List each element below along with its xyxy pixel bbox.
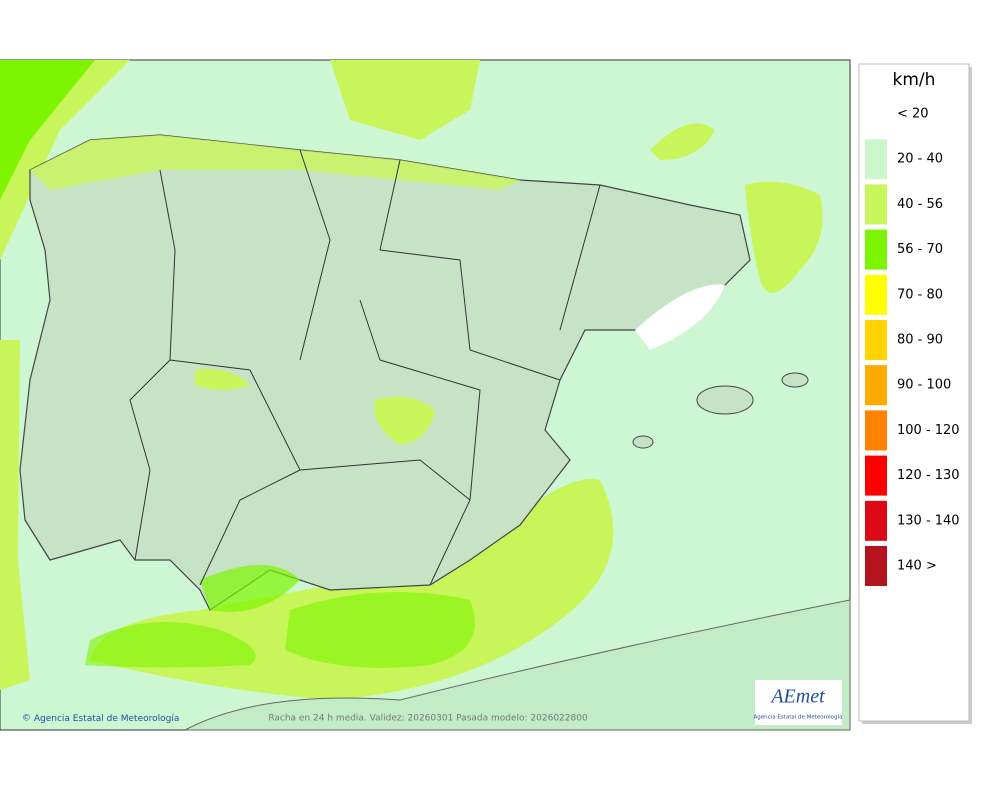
- legend-label: 100 - 120: [897, 423, 960, 438]
- credit-text: Agencia Estatal de Meteorología: [34, 714, 180, 724]
- credit: © Agencia Estatal de Meteorología: [22, 714, 179, 724]
- borders: [129, 149, 601, 586]
- wind-zone: [85, 622, 256, 668]
- logo-subtitle: Agencia Estatal de Meteorología: [754, 714, 843, 721]
- wind-zone: [330, 60, 480, 140]
- legend-label: 56 - 70: [897, 242, 943, 257]
- legend-swatch: [865, 274, 887, 315]
- legend-label: 40 - 56: [897, 197, 943, 212]
- map: © Agencia Estatal de Meteorología Racha …: [0, 59, 851, 731]
- wind-zone: [195, 369, 250, 390]
- legend-swatch: [865, 546, 887, 586]
- legend-label: 120 - 130: [897, 468, 960, 483]
- legend: km/h < 20 20 - 40 40 - 56 56 - 70 70 - 80 80 …: [858, 63, 972, 724]
- legend-label: 80 - 90: [897, 333, 943, 348]
- wind-zone: [200, 565, 300, 612]
- low-wind-zone: [635, 284, 725, 350]
- wind-zone: [0, 340, 30, 690]
- legend-label: 70 - 80: [897, 287, 943, 302]
- caption: Racha en 24 h media. Validez: 20260301 P…: [268, 714, 588, 724]
- legend-swatch: [865, 455, 887, 496]
- island: [781, 372, 809, 388]
- legend-swatch: [865, 410, 887, 451]
- legend-label: 140 >: [897, 559, 937, 574]
- wind-zone: [285, 592, 475, 668]
- logo: AEmet: [769, 686, 825, 708]
- wind-zone: [374, 396, 435, 445]
- wind-zone: [650, 123, 715, 160]
- legend-title: km/h: [893, 70, 936, 90]
- island: [632, 435, 654, 449]
- legend-swatch: [865, 139, 887, 180]
- legend-label: 90 - 100: [897, 378, 951, 393]
- legend-swatch: [865, 184, 887, 225]
- logo-box: [755, 680, 842, 725]
- legend-label: < 20: [897, 107, 929, 122]
- wind-zone: [30, 135, 520, 190]
- legend-swatch: [865, 229, 887, 270]
- peninsula: [19, 134, 751, 611]
- wind-zone: [0, 60, 95, 200]
- island: [696, 385, 754, 415]
- legend-label: 130 - 140: [897, 513, 960, 528]
- legend-swatch: [865, 320, 887, 360]
- wind-zone: [745, 181, 823, 293]
- africa-coast: [184, 599, 851, 731]
- legend-swatch: [865, 365, 887, 406]
- legend-swatch: [865, 94, 887, 134]
- legend-swatch: [865, 500, 887, 541]
- legend-label: 20 - 40: [897, 152, 943, 167]
